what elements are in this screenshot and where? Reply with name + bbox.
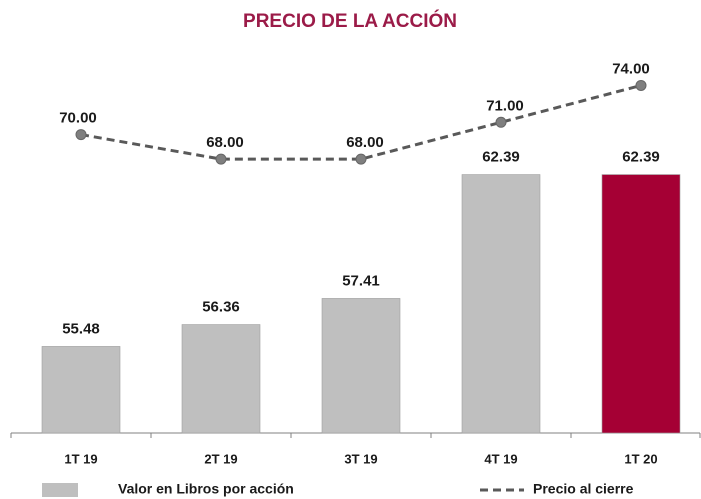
- data-label: 56.36: [202, 299, 240, 316]
- bar: [461, 174, 541, 434]
- bar: [41, 346, 121, 434]
- data-label: 68.00: [346, 134, 384, 151]
- data-label: 55.48: [62, 320, 100, 337]
- data-label: 70.00: [59, 110, 97, 127]
- line-marker: [75, 129, 87, 141]
- data-label: 68.00: [206, 134, 244, 151]
- data-label: 57.41: [342, 272, 380, 289]
- x-tick-label: 3T 19: [344, 451, 377, 466]
- bar: [321, 298, 401, 434]
- x-tick-label: 4T 19: [484, 451, 517, 466]
- x-tick-label: 2T 19: [204, 451, 237, 466]
- data-label: 62.39: [482, 149, 520, 166]
- data-label: 71.00: [486, 97, 524, 114]
- x-tick-label: 1T 19: [64, 451, 97, 466]
- line-marker: [635, 79, 647, 91]
- x-tick-label: 1T 20: [624, 451, 657, 466]
- line-marker: [355, 153, 367, 165]
- line-marker: [495, 116, 507, 128]
- line: [80, 83, 642, 161]
- legend-label: Precio al cierre: [533, 481, 634, 497]
- legend-label: Valor en Libros por acción: [118, 481, 294, 497]
- legend-swatch: [42, 483, 78, 497]
- bar: [601, 174, 681, 434]
- data-label: 62.39: [622, 149, 660, 166]
- line-marker: [215, 153, 227, 165]
- data-label: 74.00: [612, 60, 650, 77]
- bar: [181, 324, 261, 434]
- chart-title: PRECIO DE LA ACCIÓN: [243, 10, 457, 32]
